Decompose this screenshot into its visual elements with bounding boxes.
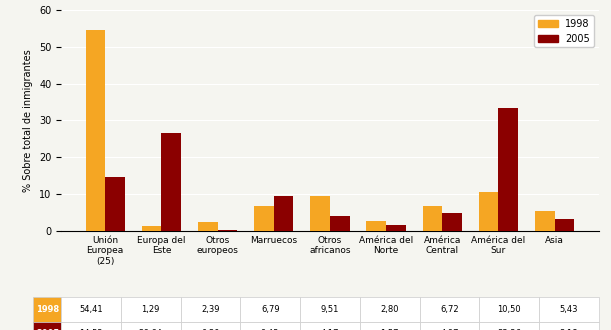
Legend: 1998, 2005: 1998, 2005 [534, 15, 594, 48]
Bar [499, 109, 518, 231]
Bar [198, 222, 218, 231]
Bar [555, 219, 574, 231]
Bar [386, 225, 406, 231]
Bar [86, 30, 105, 231]
Bar [254, 206, 274, 231]
Bar [367, 221, 386, 231]
Bar [161, 133, 181, 231]
Y-axis label: % Sobre total de inmigrantes: % Sobre total de inmigrantes [23, 49, 34, 192]
Bar [442, 213, 462, 231]
Bar [105, 178, 125, 231]
Bar [423, 206, 442, 231]
Bar [218, 230, 237, 231]
Bar [310, 196, 330, 231]
Bar [535, 211, 555, 231]
Bar [274, 196, 293, 231]
Bar [479, 192, 499, 231]
Bar [330, 215, 349, 231]
Bar [142, 226, 161, 231]
